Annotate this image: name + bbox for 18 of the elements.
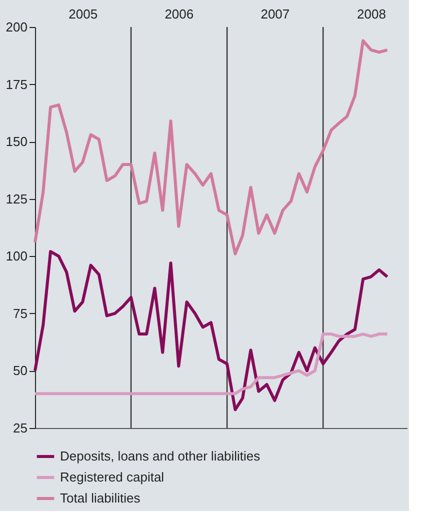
legend-label: Deposits, loans and other liabilities xyxy=(60,448,261,464)
legend-label: Total liabilities xyxy=(60,490,141,506)
x-tick-label: 2006 xyxy=(164,6,194,22)
line-series xyxy=(34,250,389,412)
legend-label: Registered capital xyxy=(60,470,164,484)
y-tick-label: 100 xyxy=(6,248,28,264)
line-series xyxy=(34,39,389,256)
y-tick-label: 50 xyxy=(13,363,28,378)
y-tick-label: 200 xyxy=(6,20,28,34)
y-tick-label: 125 xyxy=(6,191,28,206)
x-tick-label: 2008 xyxy=(356,6,386,22)
x-tick-label: 2007 xyxy=(260,6,290,22)
y-tick-label: 25 xyxy=(13,420,28,436)
x-tick-label: 2005 xyxy=(68,6,98,22)
y-tick-label: 175 xyxy=(6,76,28,92)
y-tick-label: 150 xyxy=(6,134,28,150)
y-tick-label: 75 xyxy=(13,306,28,321)
line-series xyxy=(34,332,389,396)
